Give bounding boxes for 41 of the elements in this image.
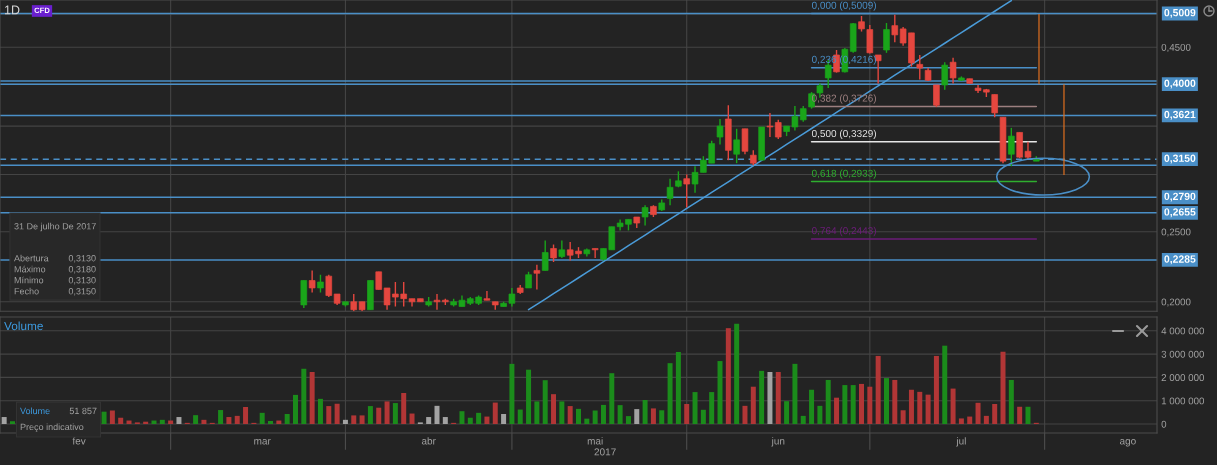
annotation: Preço indicativo <box>20 423 84 432</box>
annotation: 0,3150 <box>68 288 96 296</box>
annotation: 1D <box>5 5 20 15</box>
chart-title: Volume <box>4 321 43 331</box>
y-tick-label: 1 000 000 <box>1161 397 1205 405</box>
annotation: 0,3130 <box>68 277 96 285</box>
ref-line-label: 0,2285 <box>1164 255 1196 265</box>
x-tick-label: fev <box>72 437 86 445</box>
annotation: 51 857 <box>69 407 97 415</box>
x-tick-label: mai <box>587 437 603 445</box>
x-tick-label: abr <box>421 437 436 445</box>
ref-line-label: 0,2790 <box>1164 192 1196 202</box>
y-tick-label: 3 000 000 <box>1161 350 1205 358</box>
y-tick-label: 0 <box>1161 420 1167 428</box>
x-axis-title: 2017 <box>594 448 616 456</box>
ref-line-label: 0,5009 <box>1164 8 1196 18</box>
x-tick-label: ago <box>1119 439 1136 447</box>
series-label: 0,618 (0,2933) <box>811 169 876 179</box>
annotation: 31 De julho De 2017 <box>14 222 96 232</box>
ref-line-label: 0,4000 <box>1164 79 1196 89</box>
y-tick-label: 2 000 000 <box>1161 374 1205 382</box>
series-label: 0,500 (0,3329) <box>811 129 876 140</box>
series-label: 0,000 (0,5009) <box>811 1 876 11</box>
y-tick-label: 4 000 000 <box>1161 327 1205 335</box>
x-tick-label: jul <box>956 437 966 447</box>
x-tick-label: jun <box>771 437 785 447</box>
y-tick-label: 0,2500 <box>1161 228 1191 237</box>
annotation: 0,3130 <box>68 255 96 263</box>
annotation: Fecho <box>14 287 39 295</box>
annotation: Máximo <box>14 265 46 273</box>
ref-line-label: 0,3621 <box>1164 110 1196 120</box>
ref-line-label: 0,2655 <box>1164 208 1196 218</box>
series-label: 0,764 (0,2443) <box>811 226 876 237</box>
y-tick-label: 0,4500 <box>1161 43 1191 52</box>
annotation: Volume <box>20 407 50 415</box>
ref-line-label: 0,3150 <box>1164 154 1196 164</box>
annotation: 0,3180 <box>68 266 96 274</box>
annotation: Abertura <box>14 254 49 262</box>
annotation: Mínimo <box>14 276 44 284</box>
y-tick-label: 0,2000 <box>1161 298 1191 307</box>
x-tick-label: mar <box>254 439 271 445</box>
